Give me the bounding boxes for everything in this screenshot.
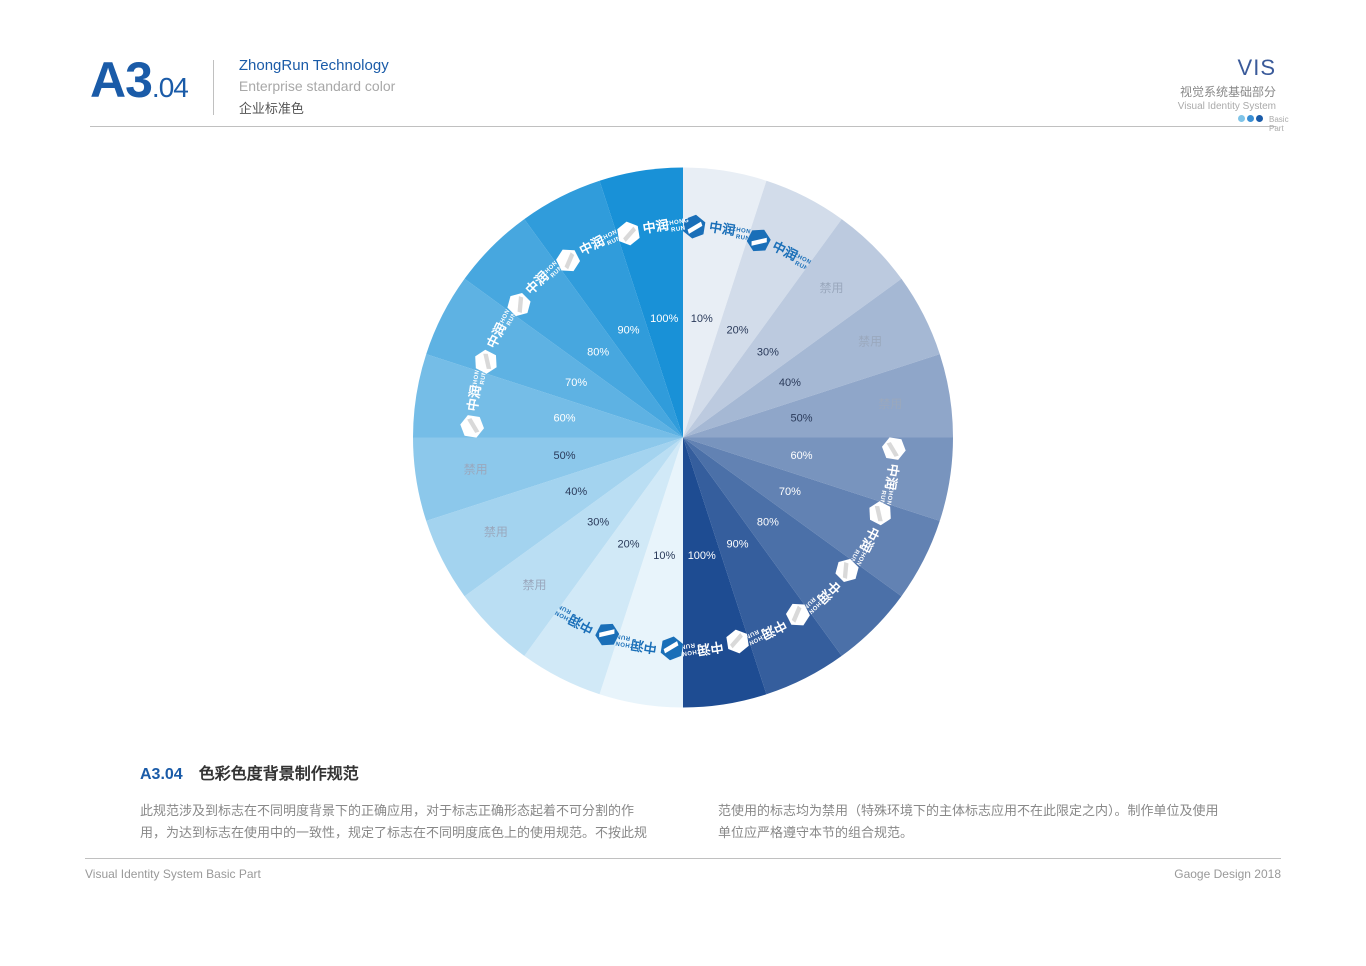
dot-icon: [1247, 115, 1254, 122]
slice-percent-label: 20%: [726, 324, 748, 336]
vis-subtitle-en: Visual Identity System: [1178, 101, 1276, 112]
vis-block: VIS 视觉系统基础部分 Visual Identity System Basi…: [1178, 55, 1276, 122]
footer-title-row: A3.04 色彩色度背景制作规范: [140, 760, 1226, 784]
forbidden-label: 禁用: [858, 334, 882, 348]
footer-code: A3.04: [140, 766, 183, 784]
slice-percent-label: 50%: [791, 413, 813, 425]
forbidden-label: 禁用: [522, 578, 546, 592]
vis-basic-label: Basic Part: [1269, 115, 1276, 122]
forbidden-label: 禁用: [484, 525, 508, 539]
slice-percent-label: 90%: [726, 538, 748, 550]
bottom-right: Gaoge Design 2018: [1174, 867, 1281, 881]
slice-percent-label: 10%: [653, 550, 675, 562]
wheel-svg: 10%中润ZHONGRUN20%中润ZHONGRUN30%禁用40%禁用50%禁…: [403, 158, 963, 718]
slice-percent-label: 20%: [618, 538, 640, 550]
slice-percent-label: 50%: [553, 450, 575, 462]
slice-percent-label: 70%: [779, 486, 801, 498]
dot-icon: [1256, 115, 1263, 122]
footer-heading: 色彩色度背景制作规范: [199, 760, 359, 784]
footer-section: A3.04 色彩色度背景制作规范 此规范涉及到标志在不同明度背景下的正确应用，对…: [140, 760, 1226, 844]
color-wheel: 10%中润ZHONGRUN20%中润ZHONGRUN30%禁用40%禁用50%禁…: [403, 158, 963, 723]
footer-col2: 范使用的标志均为禁用（特殊环境下的主体标志应用不在此限定之内）。制作单位及使用单…: [718, 800, 1226, 844]
slice-percent-label: 10%: [691, 313, 713, 325]
title-chinese: 企业标准色: [239, 98, 395, 117]
slice-percent-label: 60%: [553, 413, 575, 425]
slice-percent-label: 30%: [757, 347, 779, 359]
slice-percent-label: 100%: [688, 550, 716, 562]
page-code: A3.04: [90, 55, 188, 105]
title-block: ZhongRun Technology Enterprise standard …: [239, 55, 395, 117]
bottom-left: Visual Identity System Basic Part: [85, 867, 261, 881]
subtitle-english: Enterprise standard color: [239, 78, 395, 94]
bottom-bar: Visual Identity System Basic Part Gaoge …: [85, 858, 1281, 881]
slice-percent-label: 40%: [779, 377, 801, 389]
forbidden-label: 禁用: [464, 463, 488, 477]
slice-percent-label: 40%: [565, 486, 587, 498]
page-code-sub: .04: [152, 72, 188, 103]
footer-col1: 此规范涉及到标志在不同明度背景下的正确应用，对于标志正确形态起着不可分割的作用，…: [140, 800, 648, 844]
slice-percent-label: 90%: [618, 324, 640, 336]
slice-percent-label: 70%: [565, 377, 587, 389]
slice-percent-label: 30%: [587, 516, 609, 528]
header-divider: [213, 60, 214, 115]
slice-percent-label: 80%: [757, 516, 779, 528]
forbidden-label: 禁用: [878, 397, 902, 411]
slice-percent-label: 100%: [650, 313, 678, 325]
vis-subtitle-cn: 视觉系统基础部分: [1178, 83, 1276, 100]
forbidden-label: 禁用: [819, 281, 843, 295]
vis-title: VIS: [1178, 55, 1276, 81]
vis-dots: Basic Part: [1178, 115, 1276, 122]
title-english: ZhongRun Technology: [239, 57, 395, 74]
page-header: A3.04 ZhongRun Technology Enterprise sta…: [90, 55, 1276, 127]
footer-text: 此规范涉及到标志在不同明度背景下的正确应用，对于标志正确形态起着不可分割的作用，…: [140, 800, 1226, 844]
dot-icon: [1238, 115, 1245, 122]
slice-percent-label: 80%: [587, 347, 609, 359]
page-code-main: A3: [90, 52, 152, 108]
slice-percent-label: 60%: [791, 450, 813, 462]
